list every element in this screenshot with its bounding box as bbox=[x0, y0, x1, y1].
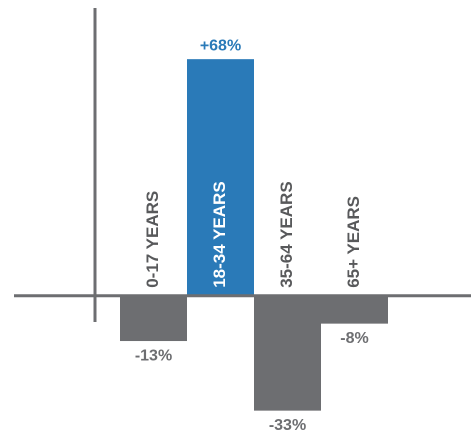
value-label: +68% bbox=[200, 37, 241, 54]
value-label: -33% bbox=[269, 417, 306, 434]
value-label: -8% bbox=[340, 330, 368, 347]
value-label: -13% bbox=[135, 347, 172, 364]
bar bbox=[187, 59, 254, 296]
category-label: 35-64 YEARS bbox=[277, 181, 296, 287]
category-label: 18-34 YEARS bbox=[210, 181, 229, 287]
bar bbox=[120, 295, 187, 342]
category-label: 65+ YEARS bbox=[344, 196, 363, 288]
category-label: 0-17 YEARS bbox=[143, 191, 162, 288]
bar bbox=[254, 295, 321, 411]
bar bbox=[321, 295, 388, 324]
